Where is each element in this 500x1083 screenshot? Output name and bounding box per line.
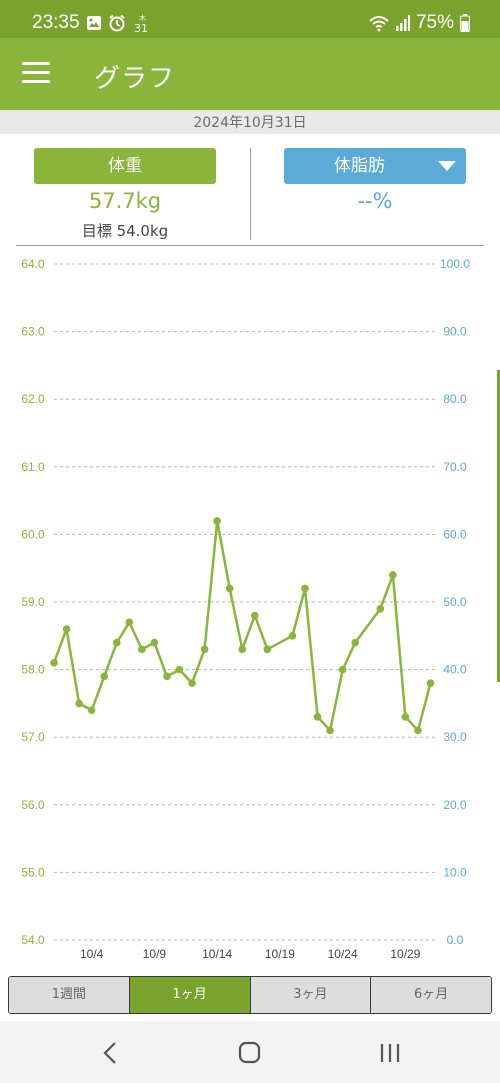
y-left-tick-label: 57.0 <box>21 730 45 744</box>
weight-data-point <box>414 726 422 735</box>
weight-data-point <box>62 625 71 633</box>
weight-data-point <box>238 645 247 654</box>
home-icon[interactable] <box>229 1035 269 1071</box>
weight-data-point <box>426 679 435 687</box>
x-tick-label: 10/19 <box>265 947 295 961</box>
weight-data-point <box>163 672 171 681</box>
weight-data-point <box>389 571 397 579</box>
y-left-tick-label: 62.0 <box>21 392 45 406</box>
y-left-tick-label: 59.0 <box>21 595 45 609</box>
y-right-tick-label: 40.0 <box>443 663 467 677</box>
metric-panel: 体重 57.7kg 目標 54.0kg 体脂肪 --% <box>0 134 500 246</box>
y-right-tick-label: 10.0 <box>443 865 467 879</box>
status-bar: 23:35 木 31 75% <box>0 0 500 38</box>
body-fat-value: --% <box>357 189 393 213</box>
dropdown-arrow-icon <box>438 161 456 171</box>
page-title: グラフ <box>94 64 176 94</box>
weight-data-point <box>251 611 259 620</box>
weight-data-point <box>288 632 297 640</box>
y-right-tick-label: 100.0 <box>440 257 470 271</box>
system-nav-bar <box>0 1021 500 1083</box>
x-tick-label: 10/24 <box>328 947 358 961</box>
metric-divider <box>250 148 251 240</box>
status-system-icons: 75% <box>368 12 470 34</box>
period-tabs: 1週間 1ヶ月 3ヶ月 6ヶ月 <box>8 976 492 1014</box>
y-left-tick-label: 58.0 <box>21 663 45 677</box>
weight-data-point <box>213 517 221 525</box>
weight-chart[interactable]: 64.0 100.0 63.0 90.0 62.0 80.0 61.0 70.0 60.0 60.… <box>0 246 500 972</box>
tab-1-week[interactable]: 1週間 <box>9 977 130 1013</box>
gallery-icon <box>87 16 101 30</box>
weight-series-line <box>52 519 432 732</box>
y-right-tick-label: 70.0 <box>443 460 467 474</box>
tab-6-months[interactable]: 6ヶ月 <box>371 977 491 1013</box>
weight-data-point <box>188 679 196 687</box>
weight-data-point <box>338 665 347 674</box>
wifi-icon <box>369 16 389 32</box>
hamburger-menu-icon[interactable] <box>22 62 50 86</box>
status-notification-icons: 木 31 <box>86 12 152 34</box>
recents-icon[interactable] <box>370 1035 410 1071</box>
weight-data-point <box>200 645 209 654</box>
battery-icon <box>460 14 470 32</box>
weight-data-point <box>351 638 360 647</box>
weight-data-point <box>100 672 108 681</box>
back-icon[interactable] <box>90 1035 130 1071</box>
weight-data-point <box>138 645 146 654</box>
signal-icon <box>395 15 410 31</box>
x-tick-label: 10/29 <box>390 947 420 961</box>
y-right-tick-label: 60.0 <box>443 527 467 541</box>
y-right-tick-label: 30.0 <box>443 730 467 744</box>
y-right-tick-label: 0.0 <box>447 933 464 947</box>
scroll-indicator <box>497 370 500 682</box>
weight-data-point <box>263 645 272 654</box>
svg-text:木: 木 <box>139 13 146 22</box>
tab-3-months[interactable]: 3ヶ月 <box>250 977 372 1013</box>
status-time: 23:35 <box>32 12 80 33</box>
weight-data-point <box>125 618 134 627</box>
weight-data-point <box>112 638 121 647</box>
y-left-tick-label: 55.0 <box>21 865 45 879</box>
weight-goal: 目標 54.0kg <box>81 222 169 240</box>
weight-data-point <box>50 659 58 667</box>
weight-data-point <box>75 699 83 708</box>
weight-data-point <box>401 713 410 721</box>
y-right-tick-label: 50.0 <box>443 595 467 609</box>
x-tick-label: 10/14 <box>202 947 232 961</box>
weight-data-point <box>150 638 159 647</box>
weight-data-point <box>175 665 184 674</box>
y-left-tick-label: 56.0 <box>21 798 45 812</box>
calendar-day: 31 <box>134 22 148 34</box>
x-tick-label: 10/9 <box>143 947 167 961</box>
calendar-icon: 木 31 <box>134 13 148 34</box>
body-fat-label: 体脂肪 <box>334 156 385 176</box>
y-left-tick-label: 60.0 <box>21 527 45 541</box>
weight-data-point <box>87 706 96 714</box>
weight-data-point <box>326 726 334 735</box>
panel-divider <box>16 245 484 246</box>
y-right-tick-label: 90.0 <box>443 325 467 339</box>
x-tick-label: 10/4 <box>80 947 104 961</box>
weight-data-point <box>376 604 385 613</box>
y-left-tick-label: 63.0 <box>21 325 45 339</box>
weight-data-point <box>301 584 309 593</box>
weight-button[interactable]: 体重 <box>34 148 216 184</box>
y-right-tick-label: 20.0 <box>443 798 467 812</box>
battery-percent: 75% <box>415 12 454 33</box>
y-left-tick-label: 64.0 <box>21 257 45 271</box>
weight-data-point <box>225 584 234 593</box>
app-bar: グラフ <box>0 38 500 110</box>
weight-data-point <box>313 713 322 721</box>
date-label: 2024年10月31日 <box>0 110 500 134</box>
y-left-tick-label: 61.0 <box>21 460 45 474</box>
weight-value: 57.7kg <box>88 189 162 213</box>
body-fat-dropdown[interactable]: 体脂肪 <box>284 148 466 184</box>
tab-1-month[interactable]: 1ヶ月 <box>129 977 251 1013</box>
alarm-icon <box>109 14 125 32</box>
y-left-tick-label: 54.0 <box>21 933 45 947</box>
y-right-tick-label: 80.0 <box>443 392 467 406</box>
